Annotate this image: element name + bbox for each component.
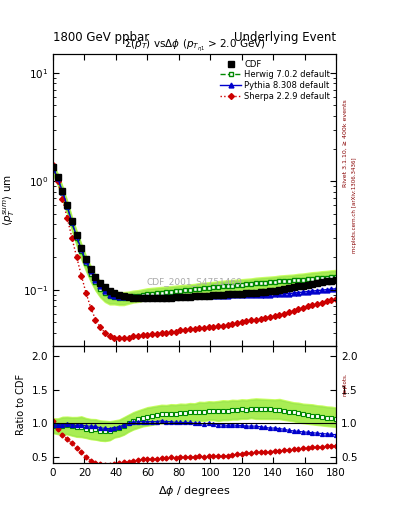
Sherpa 2.2.9 default [206,324,211,330]
CDF [301,283,305,289]
Pythia 8.308 default [154,294,159,301]
CDF [107,288,112,294]
Herwig 7.0.2 default [121,295,126,302]
Sherpa 2.2.9 default [107,333,112,339]
Y-axis label: Ratio to CDF: Ratio to CDF [16,374,26,435]
CDF [51,164,55,170]
Pythia 8.308 default [51,165,55,171]
Herwig 7.0.2 default [154,290,159,296]
Sherpa 2.2.9 default [225,322,230,328]
Herwig 7.0.2 default [334,274,338,280]
Herwig 7.0.2 default [51,166,55,172]
CDF [206,292,211,298]
Text: 1800 GeV ppbar: 1800 GeV ppbar [53,31,149,44]
Herwig 7.0.2 default [107,293,112,300]
Title: $\Sigma(p_T)$ vs$\Delta\phi$ $(p_{T_{\eta1}}$ > 2.0 GeV): $\Sigma(p_T)$ vs$\Delta\phi$ $(p_{T_{\et… [124,38,265,54]
Sherpa 2.2.9 default [334,296,338,302]
Text: Underlying Event: Underlying Event [234,31,336,44]
Pythia 8.308 default [206,292,211,298]
Pythia 8.308 default [107,291,112,297]
Pythia 8.308 default [301,289,305,295]
Text: mcplots.: mcplots. [343,372,348,396]
CDF [225,291,230,297]
Pythia 8.308 default [334,286,338,292]
X-axis label: $\Delta\phi$ / degrees: $\Delta\phi$ / degrees [158,484,231,498]
CDF [334,277,338,283]
Herwig 7.0.2 default [301,276,305,283]
Sherpa 2.2.9 default [154,331,159,337]
CDF [136,295,140,302]
Sherpa 2.2.9 default [112,335,117,341]
Text: mcplots.cern.ch [arXiv:1306.3436]: mcplots.cern.ch [arXiv:1306.3436] [352,157,357,252]
Herwig 7.0.2 default [206,285,211,291]
Herwig 7.0.2 default [117,295,121,302]
Text: Rivet 3.1.10, ≥ 400k events: Rivet 3.1.10, ≥ 400k events [343,99,348,187]
Legend: CDF, Herwig 7.0.2 default, Pythia 8.308 default, Sherpa 2.2.9 default: CDF, Herwig 7.0.2 default, Pythia 8.308 … [219,58,332,102]
Sherpa 2.2.9 default [51,162,55,168]
Line: CDF: CDF [50,164,339,301]
Sherpa 2.2.9 default [121,335,126,341]
Line: Pythia 8.308 default: Pythia 8.308 default [51,166,338,300]
Herwig 7.0.2 default [225,283,230,289]
Pythia 8.308 default [121,294,126,301]
Sherpa 2.2.9 default [301,305,305,311]
Pythia 8.308 default [117,294,121,301]
Line: Herwig 7.0.2 default: Herwig 7.0.2 default [51,167,338,301]
Text: CDF_2001_S4751469: CDF_2001_S4751469 [147,278,242,287]
Line: Sherpa 2.2.9 default: Sherpa 2.2.9 default [51,163,338,340]
Pythia 8.308 default [225,292,230,298]
CDF [154,295,159,302]
Y-axis label: $\langle p_T^{sum}\rangle$ um: $\langle p_T^{sum}\rangle$ um [2,174,17,226]
CDF [117,291,121,297]
